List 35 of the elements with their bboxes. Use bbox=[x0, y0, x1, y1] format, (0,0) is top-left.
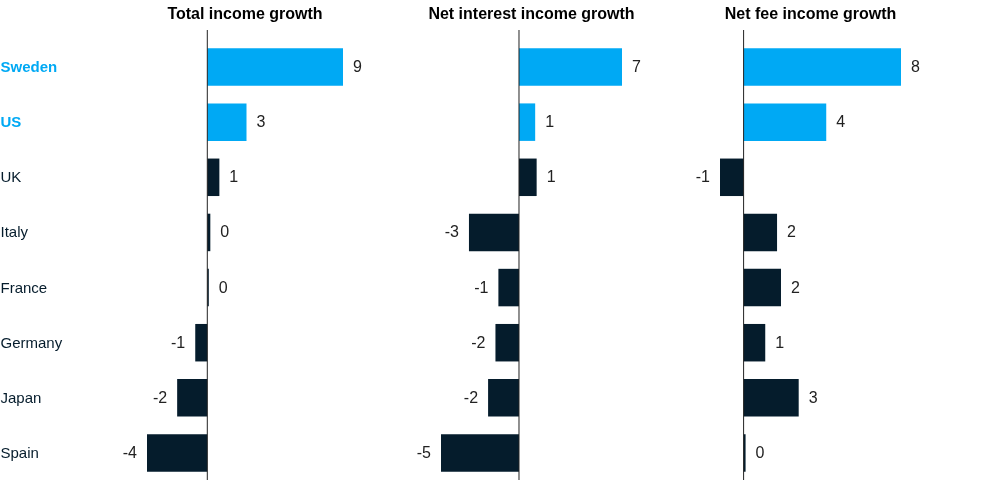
y-tick-label: UK bbox=[0, 168, 22, 186]
data-label: 0 bbox=[220, 223, 230, 241]
data-label: 3 bbox=[256, 113, 266, 131]
y-tick-label: Sweden bbox=[0, 58, 58, 76]
data-label: -2 bbox=[152, 388, 168, 406]
chart-title: Net fee income growth bbox=[724, 4, 897, 22]
data-label: -3 bbox=[444, 223, 460, 241]
data-label: 1 bbox=[775, 333, 785, 351]
data-label: 2 bbox=[790, 278, 800, 296]
data-label: 7 bbox=[632, 58, 641, 76]
data-label: -4 bbox=[122, 443, 138, 461]
data-label: -5 bbox=[416, 443, 432, 461]
data-label: -1 bbox=[474, 278, 489, 296]
chart-title: Total income growth bbox=[167, 4, 323, 22]
data-label: -2 bbox=[471, 333, 486, 351]
y-tick-label: Germany bbox=[0, 333, 63, 351]
data-label: -2 bbox=[463, 388, 479, 406]
data-label: 1 bbox=[546, 168, 556, 186]
y-tick-label: Japan bbox=[0, 388, 42, 406]
data-label: 8 bbox=[911, 58, 920, 76]
data-label: 3 bbox=[808, 388, 818, 406]
data-label: -1 bbox=[695, 168, 711, 186]
y-tick-label: Italy bbox=[0, 223, 29, 241]
data-label: 4 bbox=[836, 113, 846, 131]
data-label: -1 bbox=[171, 333, 186, 351]
data-label: 2 bbox=[787, 223, 797, 241]
data-label: 9 bbox=[353, 58, 362, 76]
data-label: 1 bbox=[545, 113, 555, 131]
chart-title: Net interest income growth bbox=[428, 4, 635, 22]
data-label: 0 bbox=[755, 443, 765, 461]
y-tick-label: France bbox=[0, 278, 48, 296]
y-tick-label: Spain bbox=[0, 443, 39, 461]
data-label: 0 bbox=[218, 278, 228, 296]
data-label: 1 bbox=[229, 168, 239, 186]
y-tick-label: US bbox=[0, 113, 22, 131]
